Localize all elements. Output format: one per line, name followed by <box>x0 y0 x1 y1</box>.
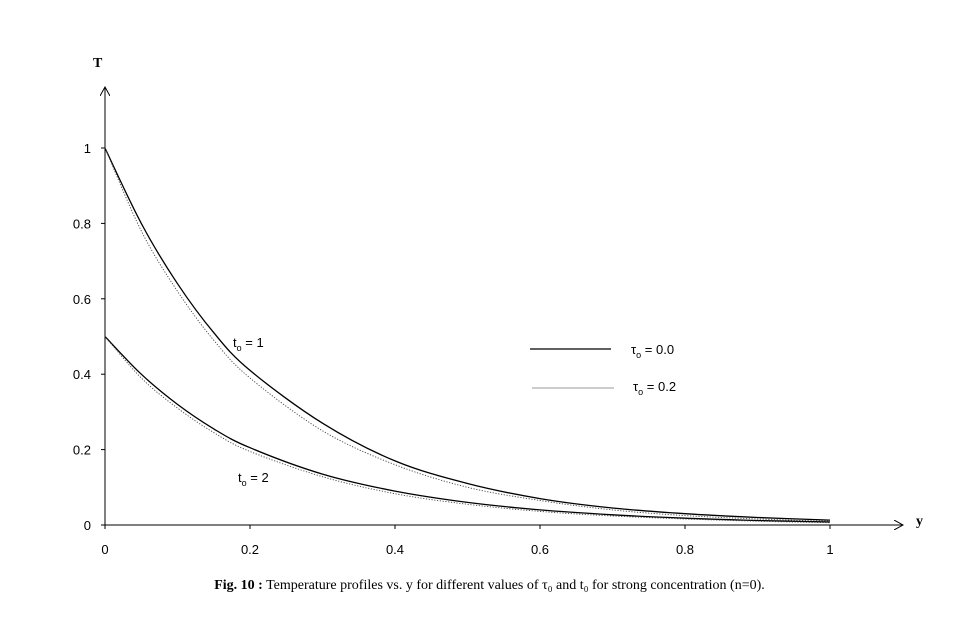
y-tick-group: 0 0.2 0.4 0.6 0.8 1 <box>73 141 105 533</box>
x-tick-label: 0.6 <box>531 542 549 557</box>
series-line-1 <box>104 147 831 521</box>
legend: τo = 0.0 τo = 0.2 <box>530 342 676 397</box>
y-tick-label: 0.6 <box>73 292 91 307</box>
series-line-4 <box>104 336 831 524</box>
x-tick-label: 1 <box>826 542 833 557</box>
annotation-t0-2: to = 2 <box>238 470 269 488</box>
y-axis-title: T <box>93 56 103 71</box>
y-tick-label: 0 <box>84 518 91 533</box>
x-tick-label: 0.2 <box>241 542 259 557</box>
figure-caption-text: Temperature profiles vs. y for different… <box>262 578 765 593</box>
y-tick-label: 1 <box>84 141 91 156</box>
x-tick-label: 0.8 <box>676 542 694 557</box>
x-tick-label: 0.4 <box>386 542 404 557</box>
series-line-3 <box>104 336 831 523</box>
y-tick-label: 0.8 <box>73 216 91 231</box>
figure-label: Fig. 10 : <box>214 578 263 593</box>
legend-label-tau-0: τo = 0.0 <box>631 342 674 360</box>
x-tick-label: 0 <box>101 542 108 557</box>
y-tick-label: 0.4 <box>73 367 91 382</box>
x-tick-group: 0 0.2 0.4 0.6 0.8 1 <box>101 525 834 557</box>
legend-label-tau-02: τo = 0.2 <box>633 379 676 397</box>
y-tick-label: 0.2 <box>73 443 91 458</box>
annotation-t0-1: to = 1 <box>233 335 264 353</box>
x-axis-title: y <box>916 514 923 529</box>
figure-caption: Fig. 10 : Temperature profiles vs. y for… <box>0 578 979 594</box>
series-group <box>104 147 831 524</box>
series-line-2 <box>104 147 831 522</box>
